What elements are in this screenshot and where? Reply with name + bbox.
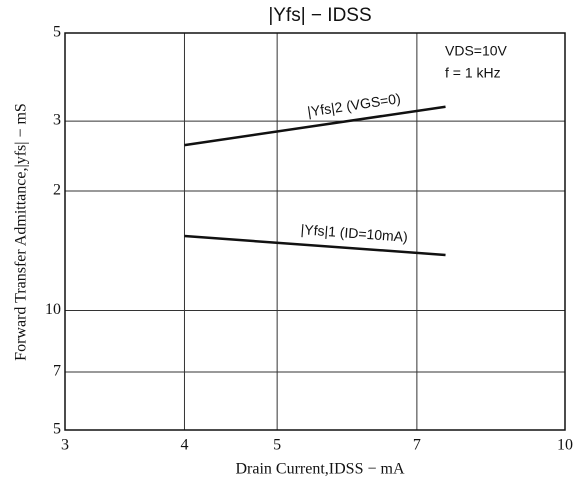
chart-title: |Yfs| − IDSS <box>268 5 371 26</box>
x-tick-label: 4 <box>180 437 188 454</box>
x-tick-label: 5 <box>273 437 281 454</box>
y-tick-label: 3 <box>53 112 61 129</box>
line <box>184 234 446 257</box>
annotation: VDS=10V <box>445 43 508 59</box>
y-tick-label: 5 <box>53 421 61 438</box>
annotation: f = 1 kHz <box>445 65 501 81</box>
y-tick-label: 7 <box>53 363 61 380</box>
x-tick-label: 7 <box>413 437 421 454</box>
y-tick-label: 5 <box>53 24 61 41</box>
y-tick-label: 2 <box>53 182 61 199</box>
x-tick-label: 3 <box>61 437 69 454</box>
plot-frame <box>64 32 566 431</box>
y-tick-label: 10 <box>45 301 61 318</box>
series-label: |Yfs|1 (ID=10mA) <box>300 221 408 245</box>
y-axis-label: Forward Transfer Admittance,|yfs| − mS <box>13 103 30 361</box>
x-axis-label: Drain Current,IDSS − mA <box>235 461 404 478</box>
x-tick-label: 10 <box>557 437 573 454</box>
line <box>184 105 446 147</box>
